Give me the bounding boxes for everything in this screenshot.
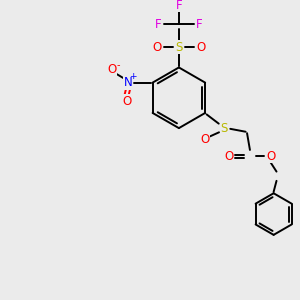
Text: N: N bbox=[124, 76, 132, 89]
Text: O: O bbox=[108, 63, 117, 76]
Text: -: - bbox=[117, 60, 120, 70]
Text: O: O bbox=[122, 95, 131, 108]
Text: +: + bbox=[130, 72, 137, 81]
Text: F: F bbox=[155, 18, 161, 31]
Text: O: O bbox=[196, 41, 205, 54]
Text: O: O bbox=[266, 150, 275, 163]
Text: F: F bbox=[196, 18, 203, 31]
Text: S: S bbox=[220, 122, 228, 135]
Text: O: O bbox=[153, 41, 162, 54]
Text: O: O bbox=[200, 133, 210, 146]
Text: F: F bbox=[176, 0, 182, 12]
Text: S: S bbox=[175, 41, 183, 54]
Text: O: O bbox=[224, 150, 234, 163]
